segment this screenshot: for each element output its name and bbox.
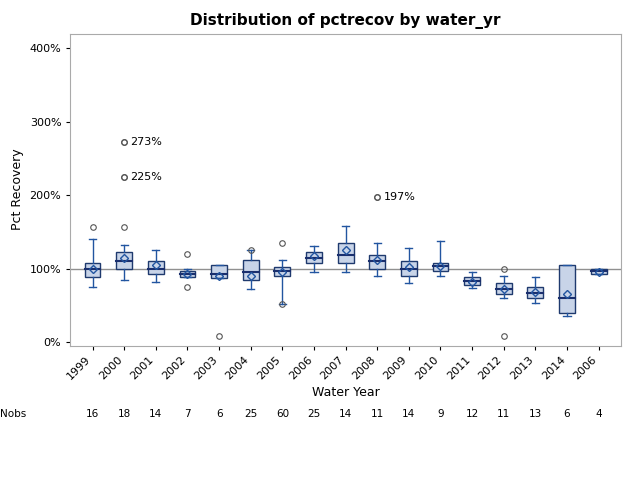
- Y-axis label: Pct Recovery: Pct Recovery: [11, 149, 24, 230]
- FancyBboxPatch shape: [116, 252, 132, 268]
- Text: 13: 13: [529, 409, 542, 419]
- FancyBboxPatch shape: [338, 243, 353, 263]
- Text: 11: 11: [371, 409, 384, 419]
- FancyBboxPatch shape: [211, 265, 227, 278]
- FancyBboxPatch shape: [464, 277, 480, 285]
- FancyBboxPatch shape: [369, 255, 385, 268]
- FancyBboxPatch shape: [401, 261, 417, 276]
- Text: 14: 14: [402, 409, 415, 419]
- Text: 16: 16: [86, 409, 99, 419]
- Text: 14: 14: [149, 409, 163, 419]
- Text: 12: 12: [465, 409, 479, 419]
- FancyBboxPatch shape: [559, 265, 575, 312]
- FancyBboxPatch shape: [275, 267, 291, 276]
- Text: 273%: 273%: [131, 136, 163, 146]
- FancyBboxPatch shape: [180, 271, 195, 277]
- Text: 6: 6: [564, 409, 570, 419]
- FancyBboxPatch shape: [306, 252, 322, 264]
- FancyBboxPatch shape: [496, 283, 511, 294]
- Text: 18: 18: [118, 409, 131, 419]
- Text: 11: 11: [497, 409, 510, 419]
- Text: 60: 60: [276, 409, 289, 419]
- Text: 25: 25: [244, 409, 257, 419]
- Title: Distribution of pctrecov by water_yr: Distribution of pctrecov by water_yr: [190, 13, 501, 29]
- Text: Nobs: Nobs: [0, 409, 26, 419]
- Text: 25: 25: [307, 409, 321, 419]
- X-axis label: Water Year: Water Year: [312, 386, 380, 399]
- Text: 4: 4: [595, 409, 602, 419]
- FancyBboxPatch shape: [591, 268, 607, 275]
- Text: 9: 9: [437, 409, 444, 419]
- Text: 197%: 197%: [383, 192, 415, 202]
- FancyBboxPatch shape: [433, 264, 449, 271]
- Text: 225%: 225%: [131, 172, 163, 182]
- FancyBboxPatch shape: [148, 261, 164, 274]
- Text: 7: 7: [184, 409, 191, 419]
- FancyBboxPatch shape: [243, 260, 259, 279]
- FancyBboxPatch shape: [527, 287, 543, 298]
- FancyBboxPatch shape: [84, 264, 100, 277]
- Text: 6: 6: [216, 409, 222, 419]
- Text: 14: 14: [339, 409, 352, 419]
